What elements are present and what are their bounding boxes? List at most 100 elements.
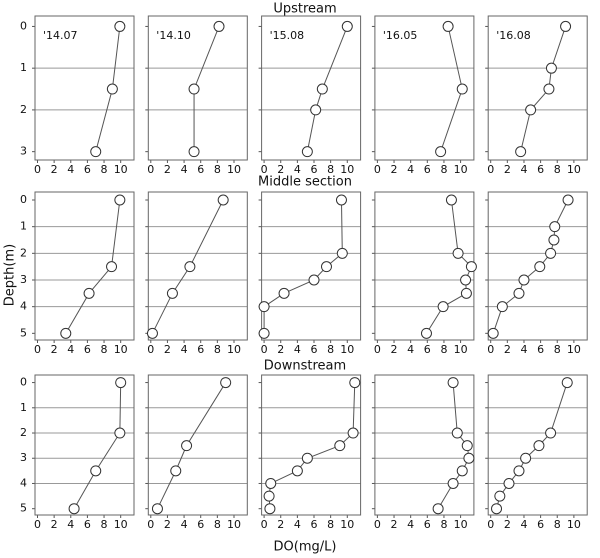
- data-point: [90, 465, 102, 477]
- data-point: [335, 194, 347, 206]
- x-tick-label: 0: [374, 163, 381, 176]
- x-tick-label: 0: [487, 343, 494, 356]
- profile-line: [496, 382, 568, 509]
- x-tick-label: 4: [67, 163, 74, 176]
- data-point: [518, 274, 530, 286]
- data-point: [545, 62, 557, 74]
- data-point: [170, 465, 182, 477]
- data-point: [115, 377, 127, 389]
- x-tick-label: 8: [554, 163, 561, 176]
- profile-line: [492, 199, 569, 334]
- y-axis-label: Depth(m): [3, 244, 18, 306]
- data-point: [465, 261, 477, 273]
- x-tick-label: 2: [51, 163, 58, 176]
- data-point: [217, 194, 229, 206]
- x-tick-label: 6: [197, 343, 204, 356]
- data-point: [533, 440, 545, 452]
- x-tick-label: 8: [554, 518, 561, 531]
- data-point: [310, 104, 322, 116]
- x-tick-label: 8: [101, 343, 108, 356]
- x-tick-label: 2: [277, 518, 284, 531]
- x-tick-label: 10: [454, 343, 468, 356]
- x-tick-label: 0: [261, 163, 268, 176]
- x-tick-label: 4: [67, 518, 74, 531]
- data-point: [496, 301, 508, 313]
- x-tick-label: 0: [147, 343, 154, 356]
- data-point: [525, 104, 537, 116]
- x-tick-label: 6: [197, 518, 204, 531]
- panel-title: '15.08: [270, 29, 305, 42]
- x-tick-label: 6: [311, 343, 318, 356]
- x-tick-label: 6: [84, 518, 91, 531]
- x-tick-label: 6: [424, 343, 431, 356]
- data-point: [549, 221, 561, 233]
- data-point: [487, 327, 499, 339]
- data-point: [336, 247, 348, 259]
- panel-frame: [487, 191, 588, 341]
- data-point: [548, 234, 560, 246]
- data-point: [114, 194, 126, 206]
- x-tick-label: 10: [454, 163, 468, 176]
- x-tick-label: 6: [311, 163, 318, 176]
- data-point: [220, 377, 232, 389]
- data-point: [461, 440, 473, 452]
- x-tick-label: 10: [567, 343, 581, 356]
- data-point: [301, 452, 313, 464]
- x-tick-label: 6: [424, 518, 431, 531]
- x-tick-label: 4: [294, 163, 301, 176]
- data-point: [437, 301, 449, 313]
- y-tick-label: 4: [20, 476, 27, 489]
- y-tick-label: 2: [20, 426, 27, 439]
- x-tick-label: 6: [537, 518, 544, 531]
- data-point: [562, 194, 574, 206]
- data-point: [560, 20, 572, 32]
- data-point: [263, 490, 275, 502]
- x-tick-label: 0: [374, 518, 381, 531]
- data-point: [258, 327, 270, 339]
- x-tick-label: 2: [164, 518, 171, 531]
- x-tick-label: 8: [327, 343, 334, 356]
- x-tick-label: 0: [374, 343, 381, 356]
- data-point: [451, 427, 463, 439]
- panel-title: '16.05: [383, 29, 418, 42]
- panel-frame: [34, 15, 135, 161]
- data-point: [264, 503, 276, 515]
- data-point: [291, 465, 303, 477]
- panel-frame: [34, 191, 135, 341]
- x-tick-label: 8: [440, 518, 447, 531]
- x-tick-label: 4: [407, 343, 414, 356]
- data-point: [341, 20, 353, 32]
- x-axis-label: DO(mg/L): [274, 540, 337, 555]
- x-tick-label: 8: [327, 518, 334, 531]
- x-tick-label: 2: [277, 343, 284, 356]
- data-point: [301, 146, 313, 158]
- x-tick-label: 2: [164, 343, 171, 356]
- x-tick-label: 6: [84, 163, 91, 176]
- x-tick-label: 8: [214, 518, 221, 531]
- x-tick-label: 8: [327, 163, 334, 176]
- data-point: [347, 427, 359, 439]
- x-tick-label: 2: [391, 343, 398, 356]
- panel-frame: [487, 15, 588, 161]
- data-point: [83, 287, 95, 299]
- panel-title: '16.08: [496, 29, 531, 42]
- panel-frame: [147, 15, 248, 161]
- x-tick-label: 6: [311, 518, 318, 531]
- data-point: [265, 477, 277, 489]
- x-tick-label: 8: [440, 163, 447, 176]
- data-point: [545, 247, 557, 259]
- x-tick-label: 2: [277, 163, 284, 176]
- y-tick-label: 3: [20, 451, 27, 464]
- data-point: [106, 261, 118, 273]
- y-tick-label: 1: [20, 220, 27, 233]
- x-tick-label: 6: [424, 163, 431, 176]
- panel-frame: [487, 374, 588, 516]
- x-tick-label: 4: [520, 518, 527, 531]
- x-tick-label: 2: [51, 518, 58, 531]
- data-point: [114, 20, 126, 32]
- x-tick-label: 10: [454, 518, 468, 531]
- data-point: [513, 465, 525, 477]
- data-point: [316, 83, 328, 95]
- data-point: [213, 20, 225, 32]
